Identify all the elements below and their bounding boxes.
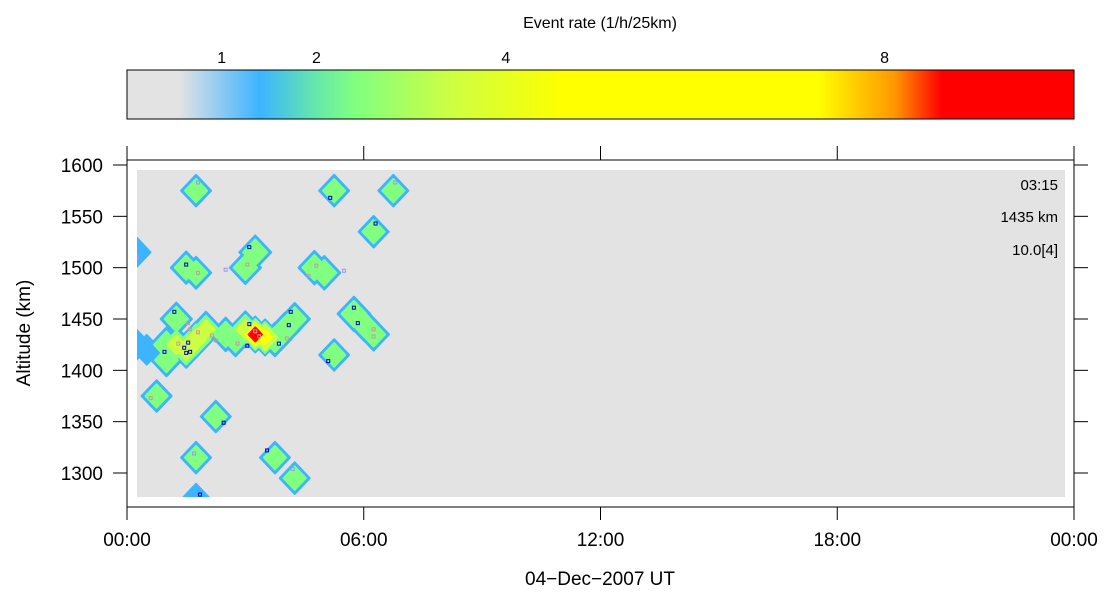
event-marker — [286, 323, 291, 328]
event-marker — [196, 270, 201, 275]
x-tick-label: 00:00 — [1050, 530, 1098, 551]
event-marker — [209, 333, 214, 338]
heatmap-cell — [361, 321, 387, 348]
event-marker — [355, 321, 360, 326]
heatmap-cell — [282, 306, 308, 332]
event-marker — [245, 262, 250, 267]
colorbar-title: Event rate (1/h/25km) — [523, 15, 677, 32]
event-marker — [184, 350, 189, 355]
event-marker — [184, 262, 189, 267]
event-markers — [137, 180, 398, 497]
event-marker — [314, 263, 319, 268]
annotation-altitude: 1435 km — [1000, 209, 1058, 226]
colorbar — [126, 69, 1075, 120]
x-axis-label: 04−Dec−2007 UT — [525, 569, 675, 590]
event-marker — [235, 341, 240, 346]
event-marker — [162, 349, 167, 354]
x-axis: 00:00 06:00 12:00 18:00 00:00 — [103, 506, 1098, 551]
event-marker — [265, 448, 270, 453]
annotation-time: 03:15 — [1020, 177, 1058, 194]
y-tick-label: 1400 — [61, 361, 103, 382]
event-marker — [290, 466, 295, 471]
heatmap-cell — [262, 444, 288, 471]
event-marker — [192, 451, 197, 456]
y-tick-label: 1550 — [61, 207, 103, 228]
event-marker — [247, 322, 252, 327]
heatmap-cell — [282, 465, 307, 491]
heatmap-cell — [322, 342, 347, 368]
event-marker — [188, 327, 193, 332]
x-tick-label: 06:00 — [340, 530, 388, 551]
event-marker — [253, 329, 258, 334]
event-marker — [245, 343, 250, 348]
event-marker — [223, 267, 228, 272]
y-axis-label: Altitude (km) — [14, 280, 35, 387]
heatmap-cell — [144, 383, 169, 409]
event-marker — [186, 321, 191, 326]
x-tick-label: 00:00 — [103, 530, 151, 551]
heatmap-cell — [137, 329, 152, 361]
y-tick-label: 1450 — [61, 310, 103, 331]
event-marker — [326, 359, 331, 364]
y-tick-label: 1500 — [61, 259, 103, 280]
event-marker — [186, 340, 191, 345]
event-marker — [328, 195, 333, 200]
event-marker — [284, 336, 289, 341]
heatmap-cell — [183, 444, 209, 471]
y-tick-label: 1350 — [61, 413, 103, 434]
heatmap-cell — [183, 177, 209, 204]
event-marker — [148, 396, 153, 401]
heatmap-cell — [137, 236, 152, 268]
event-marker — [351, 305, 356, 310]
event-marker — [247, 245, 252, 250]
top-axis-ticks — [126, 146, 1075, 161]
y-axis: 1300 1350 1400 1450 1500 1550 1600 — [61, 156, 1088, 485]
event-marker — [371, 334, 376, 339]
y-tick-label: 1300 — [61, 464, 103, 485]
event-marker — [257, 334, 262, 339]
colorbar-tick-label: 4 — [501, 50, 510, 67]
event-marker — [196, 330, 201, 335]
heatmap-cell — [153, 346, 179, 374]
annotation-peak-rate: 10.0[4] — [1012, 242, 1058, 259]
event-marker — [213, 338, 218, 343]
event-marker — [176, 341, 181, 346]
event-marker — [188, 349, 193, 354]
heatmap-cell — [182, 482, 210, 497]
event-marker — [371, 327, 376, 332]
event-marker — [197, 492, 202, 497]
y-tick-label: 1600 — [61, 156, 103, 177]
event-marker — [288, 309, 293, 314]
x-tick-label: 18:00 — [813, 530, 861, 551]
x-tick-label: 12:00 — [577, 530, 625, 551]
heatmap-cell — [361, 219, 386, 245]
colorbar-tick-label: 2 — [312, 50, 321, 67]
colorbar-tick-label: 1 — [217, 50, 226, 67]
event-marker — [221, 420, 226, 425]
colorbar-tick-label: 8 — [880, 50, 889, 67]
event-marker — [182, 345, 187, 350]
event-marker — [342, 268, 347, 273]
heatmap-cell — [203, 403, 228, 430]
event-marker — [196, 180, 201, 185]
event-marker — [373, 221, 378, 226]
heatmap-cell — [232, 254, 259, 281]
event-marker — [276, 341, 281, 346]
event-marker — [306, 273, 311, 278]
event-marker — [172, 309, 177, 314]
heatmap-cell — [381, 177, 406, 204]
event-marker — [393, 180, 398, 185]
event-marker — [137, 255, 139, 260]
